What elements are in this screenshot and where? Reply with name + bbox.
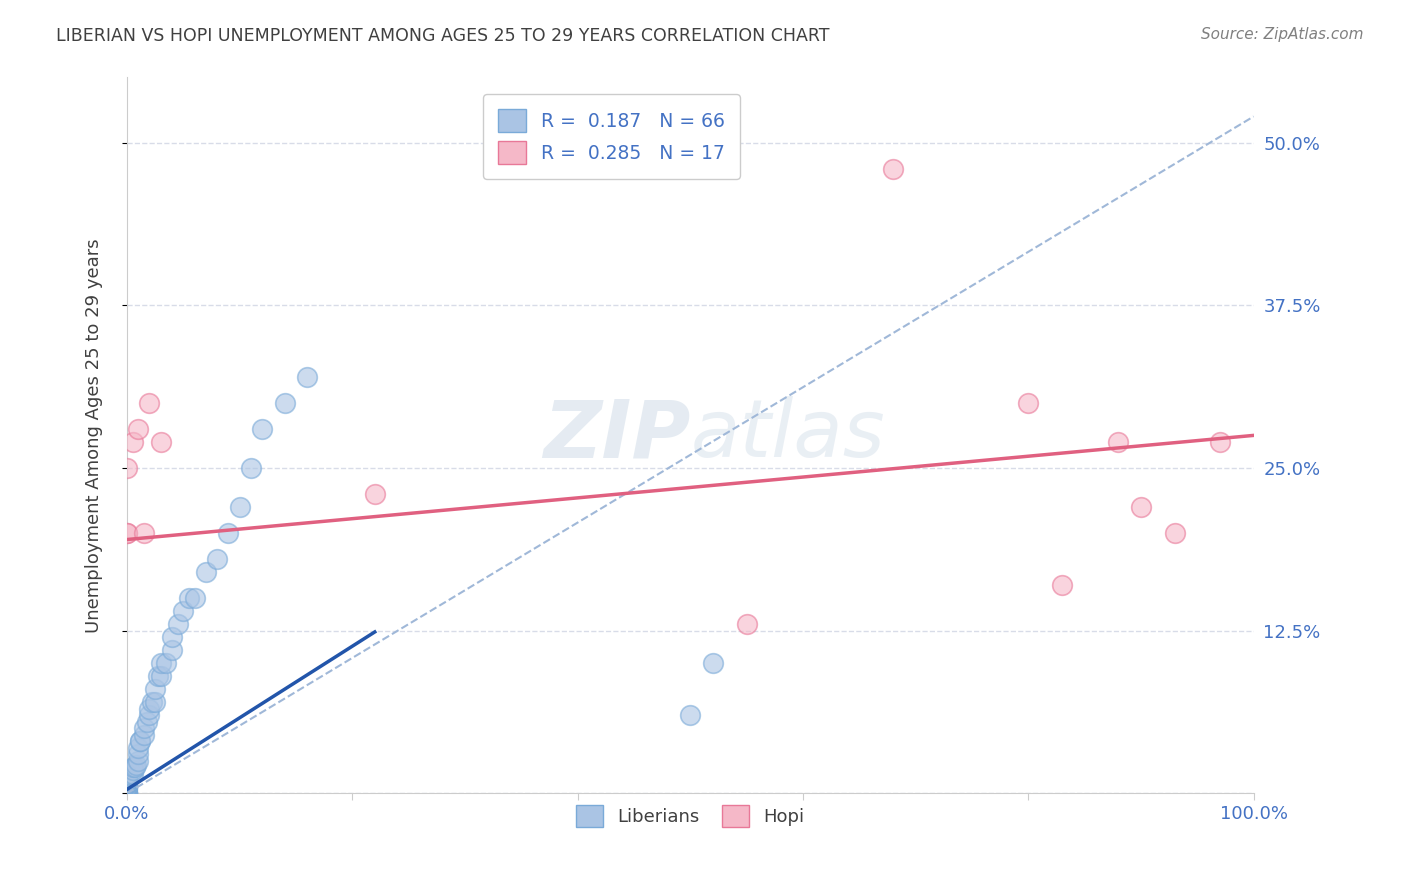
Point <box>1129 500 1152 514</box>
Point <box>115 773 138 788</box>
Point <box>115 461 138 475</box>
Point <box>115 776 138 790</box>
Point <box>205 552 228 566</box>
Point <box>115 780 138 794</box>
Point <box>115 773 138 788</box>
Point <box>115 771 138 785</box>
Point <box>115 773 138 788</box>
Point <box>115 773 138 788</box>
Text: ZIP: ZIP <box>543 396 690 475</box>
Point <box>149 434 172 449</box>
Point <box>141 695 163 709</box>
Point <box>177 591 200 606</box>
Point <box>138 702 160 716</box>
Point <box>115 777 138 791</box>
Point <box>702 656 724 670</box>
Point <box>160 630 183 644</box>
Point <box>115 786 138 800</box>
Point <box>115 526 138 541</box>
Point <box>295 369 318 384</box>
Point <box>121 434 143 449</box>
Point <box>882 161 904 176</box>
Point <box>194 565 217 579</box>
Point <box>148 669 170 683</box>
Text: atlas: atlas <box>690 396 884 475</box>
Point <box>129 734 152 748</box>
Point <box>1209 434 1232 449</box>
Point <box>115 771 138 785</box>
Point <box>115 786 138 800</box>
Point <box>121 767 143 781</box>
Point <box>127 754 149 768</box>
Legend: Liberians, Hopi: Liberians, Hopi <box>569 798 811 834</box>
Point <box>166 617 188 632</box>
Point <box>138 708 160 723</box>
Point <box>138 396 160 410</box>
Point <box>124 760 146 774</box>
Point <box>679 708 702 723</box>
Text: LIBERIAN VS HOPI UNEMPLOYMENT AMONG AGES 25 TO 29 YEARS CORRELATION CHART: LIBERIAN VS HOPI UNEMPLOYMENT AMONG AGES… <box>56 27 830 45</box>
Point <box>115 773 138 788</box>
Point <box>115 526 138 541</box>
Point <box>149 656 172 670</box>
Point <box>273 396 295 410</box>
Point <box>1107 434 1129 449</box>
Point <box>115 768 138 782</box>
Point <box>132 721 155 735</box>
Point <box>115 779 138 793</box>
Point <box>136 714 159 729</box>
Point <box>228 500 250 514</box>
Point <box>115 774 138 789</box>
Point <box>115 774 138 789</box>
Point <box>115 786 138 800</box>
Point <box>143 695 166 709</box>
Point <box>132 526 155 541</box>
Point <box>127 747 149 762</box>
Point <box>115 779 138 793</box>
Point <box>115 777 138 791</box>
Point <box>1050 578 1073 592</box>
Point <box>127 740 149 755</box>
Point <box>160 643 183 657</box>
Point <box>115 776 138 790</box>
Point <box>239 461 262 475</box>
Point <box>735 617 758 632</box>
Point <box>115 781 138 796</box>
Point <box>115 783 138 797</box>
Point <box>250 422 273 436</box>
Point <box>121 760 143 774</box>
Y-axis label: Unemployment Among Ages 25 to 29 years: Unemployment Among Ages 25 to 29 years <box>86 238 103 632</box>
Point <box>155 656 177 670</box>
Point <box>115 769 138 783</box>
Point <box>127 422 149 436</box>
Point <box>125 757 148 772</box>
Point <box>115 767 138 781</box>
Point <box>115 786 138 800</box>
Point <box>1017 396 1039 410</box>
Point <box>115 786 138 800</box>
Point <box>115 780 138 794</box>
Point <box>172 604 194 618</box>
Point <box>143 682 166 697</box>
Point <box>129 734 152 748</box>
Point <box>132 728 155 742</box>
Point <box>149 669 172 683</box>
Point <box>364 487 387 501</box>
Point <box>183 591 205 606</box>
Point <box>115 782 138 797</box>
Point <box>121 763 143 777</box>
Point <box>1164 526 1187 541</box>
Point <box>217 526 239 541</box>
Text: Source: ZipAtlas.com: Source: ZipAtlas.com <box>1201 27 1364 42</box>
